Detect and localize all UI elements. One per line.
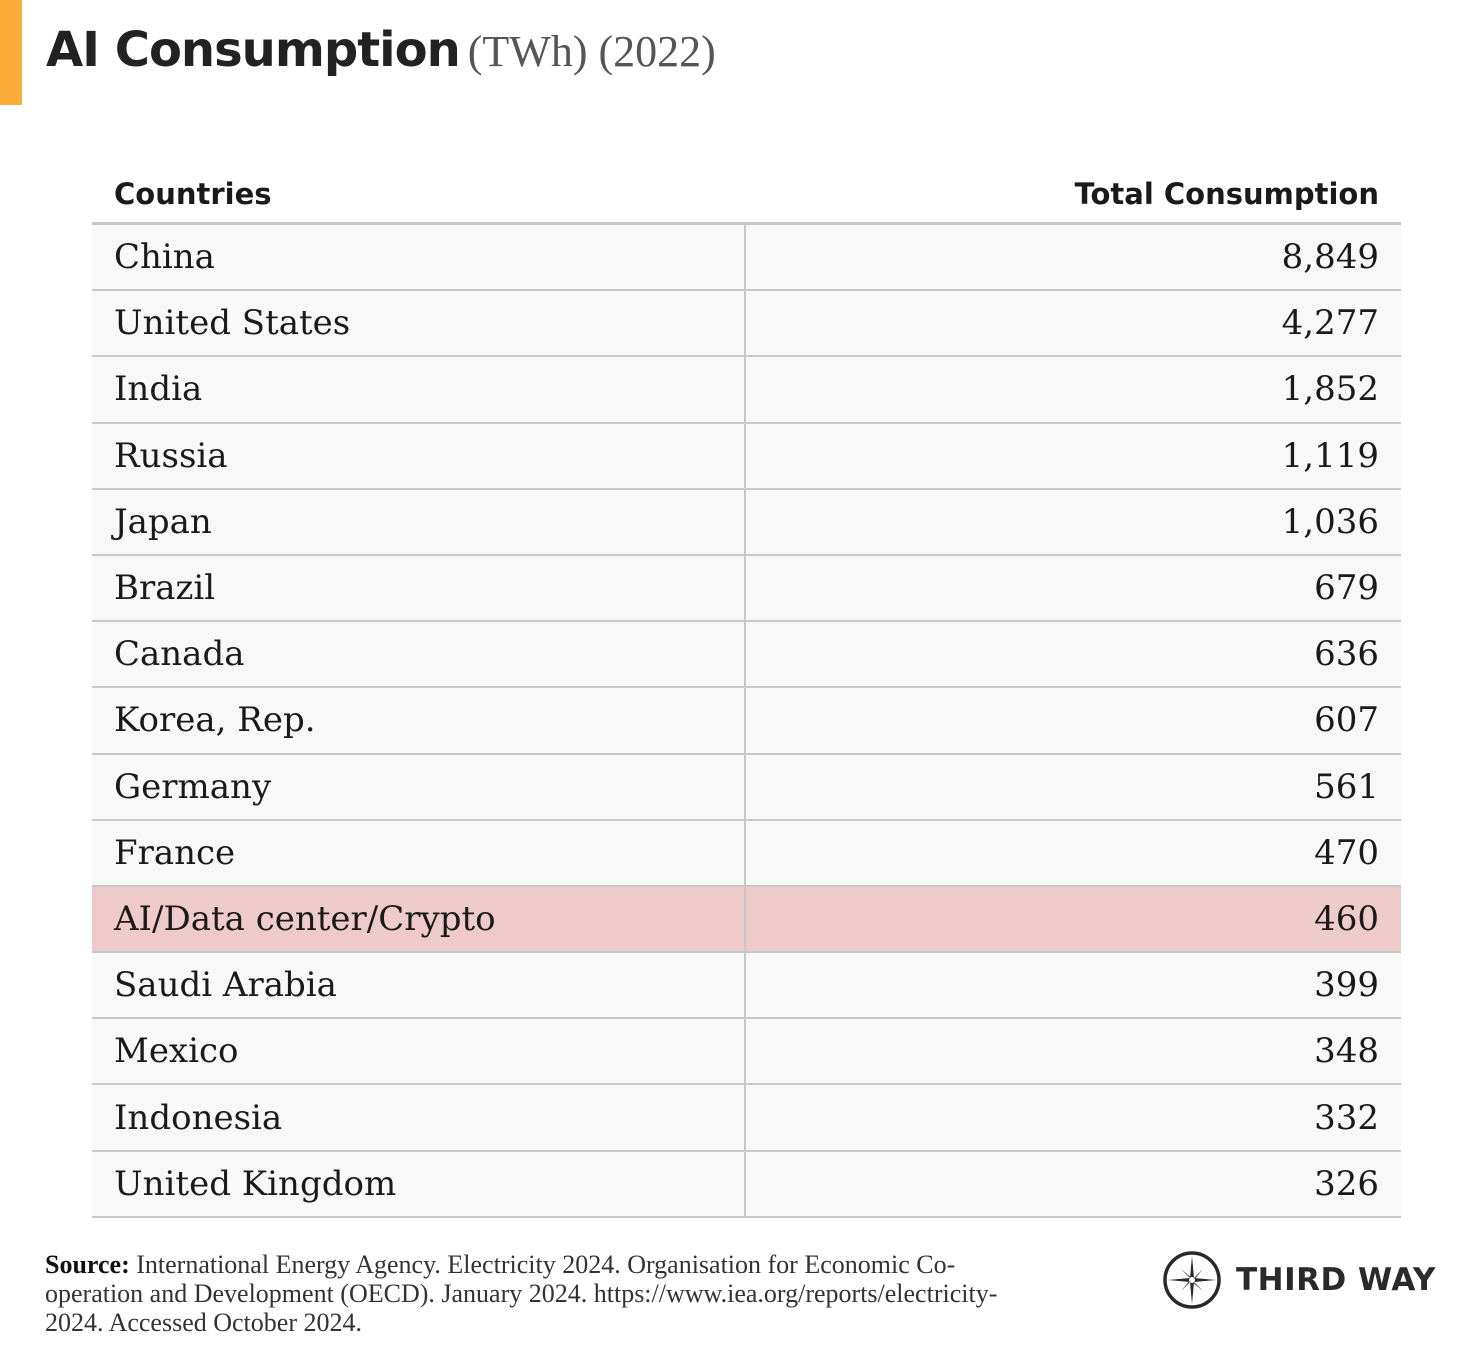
consumption-cell: 1,036: [1281, 501, 1379, 542]
country-cell: India: [92, 357, 746, 422]
consumption-cell: 1,852: [1281, 369, 1379, 410]
accent-bar: [0, 0, 22, 105]
table-row-highlighted: AI/Data center/Crypto 460: [92, 886, 1401, 954]
column-header-total: Total Consumption: [1074, 176, 1379, 211]
source-label: Source:: [45, 1250, 130, 1279]
title-main: AI Consumption: [46, 22, 461, 78]
table-row: Japan 1,036: [92, 489, 1401, 556]
consumption-cell: 4,277: [1281, 303, 1379, 344]
country-cell: Indonesia: [92, 1085, 746, 1150]
consumption-cell: 636: [1314, 634, 1379, 675]
country-cell: Germany: [92, 754, 746, 819]
consumption-cell: 332: [1314, 1097, 1379, 1138]
consumption-cell: 1,119: [1281, 435, 1379, 476]
title-subtitle: (TWh) (2022): [467, 27, 716, 76]
column-header-countries: Countries: [114, 176, 272, 211]
table-row: France 470: [92, 820, 1401, 887]
table-row: United States 4,277: [92, 291, 1401, 358]
country-cell: Russia: [92, 423, 746, 488]
consumption-cell: 399: [1314, 965, 1379, 1006]
third-way-logo: THIRD WAY: [1162, 1250, 1436, 1310]
table-row: India 1,852: [92, 357, 1401, 424]
country-cell: Japan: [92, 489, 746, 554]
consumption-cell: 470: [1314, 832, 1379, 873]
table-row: Russia 1,119: [92, 423, 1401, 490]
table-row: Canada 636: [92, 622, 1401, 689]
consumption-table: Countries Total Consumption China 8,849 Un…: [92, 165, 1401, 1218]
country-cell: Brazil: [92, 555, 746, 621]
consumption-cell: 8,849: [1281, 237, 1379, 278]
country-cell: United Kingdom: [92, 1151, 746, 1216]
table-header: Countries Total Consumption: [92, 165, 1401, 225]
table-row: Brazil 679: [92, 555, 1401, 623]
country-cell: Canada: [92, 622, 746, 687]
country-cell: United States: [92, 291, 746, 356]
country-cell: Korea, Rep.: [92, 688, 746, 753]
country-cell: Mexico: [92, 1019, 746, 1084]
consumption-cell: 460: [1314, 898, 1379, 939]
table-row: United Kingdom 326: [92, 1151, 1401, 1218]
consumption-cell: 348: [1314, 1031, 1379, 1072]
consumption-cell: 561: [1314, 766, 1379, 807]
table-row: Indonesia 332: [92, 1085, 1401, 1152]
consumption-cell: 326: [1314, 1163, 1379, 1204]
table-row: China 8,849: [92, 225, 1401, 292]
source-note: Source: International Energy Agency. Ele…: [45, 1250, 1005, 1337]
country-cell: AI/Data center/Crypto: [92, 886, 746, 952]
table-row: Germany 561: [92, 754, 1401, 821]
consumption-cell: 607: [1314, 700, 1379, 741]
table-row: Saudi Arabia 399: [92, 953, 1401, 1020]
consumption-cell: 679: [1314, 568, 1379, 609]
source-text: International Energy Agency. Electricity…: [45, 1250, 998, 1337]
table-row: Korea, Rep. 607: [92, 688, 1401, 755]
country-cell: China: [92, 225, 746, 290]
country-cell: Saudi Arabia: [92, 953, 746, 1018]
country-cell: France: [92, 820, 746, 885]
compass-star-icon: [1163, 1251, 1221, 1309]
logo-text: THIRD WAY: [1236, 1262, 1436, 1298]
table-row: Mexico 348: [92, 1019, 1401, 1086]
page-title: AI Consumption (TWh) (2022): [46, 22, 716, 78]
